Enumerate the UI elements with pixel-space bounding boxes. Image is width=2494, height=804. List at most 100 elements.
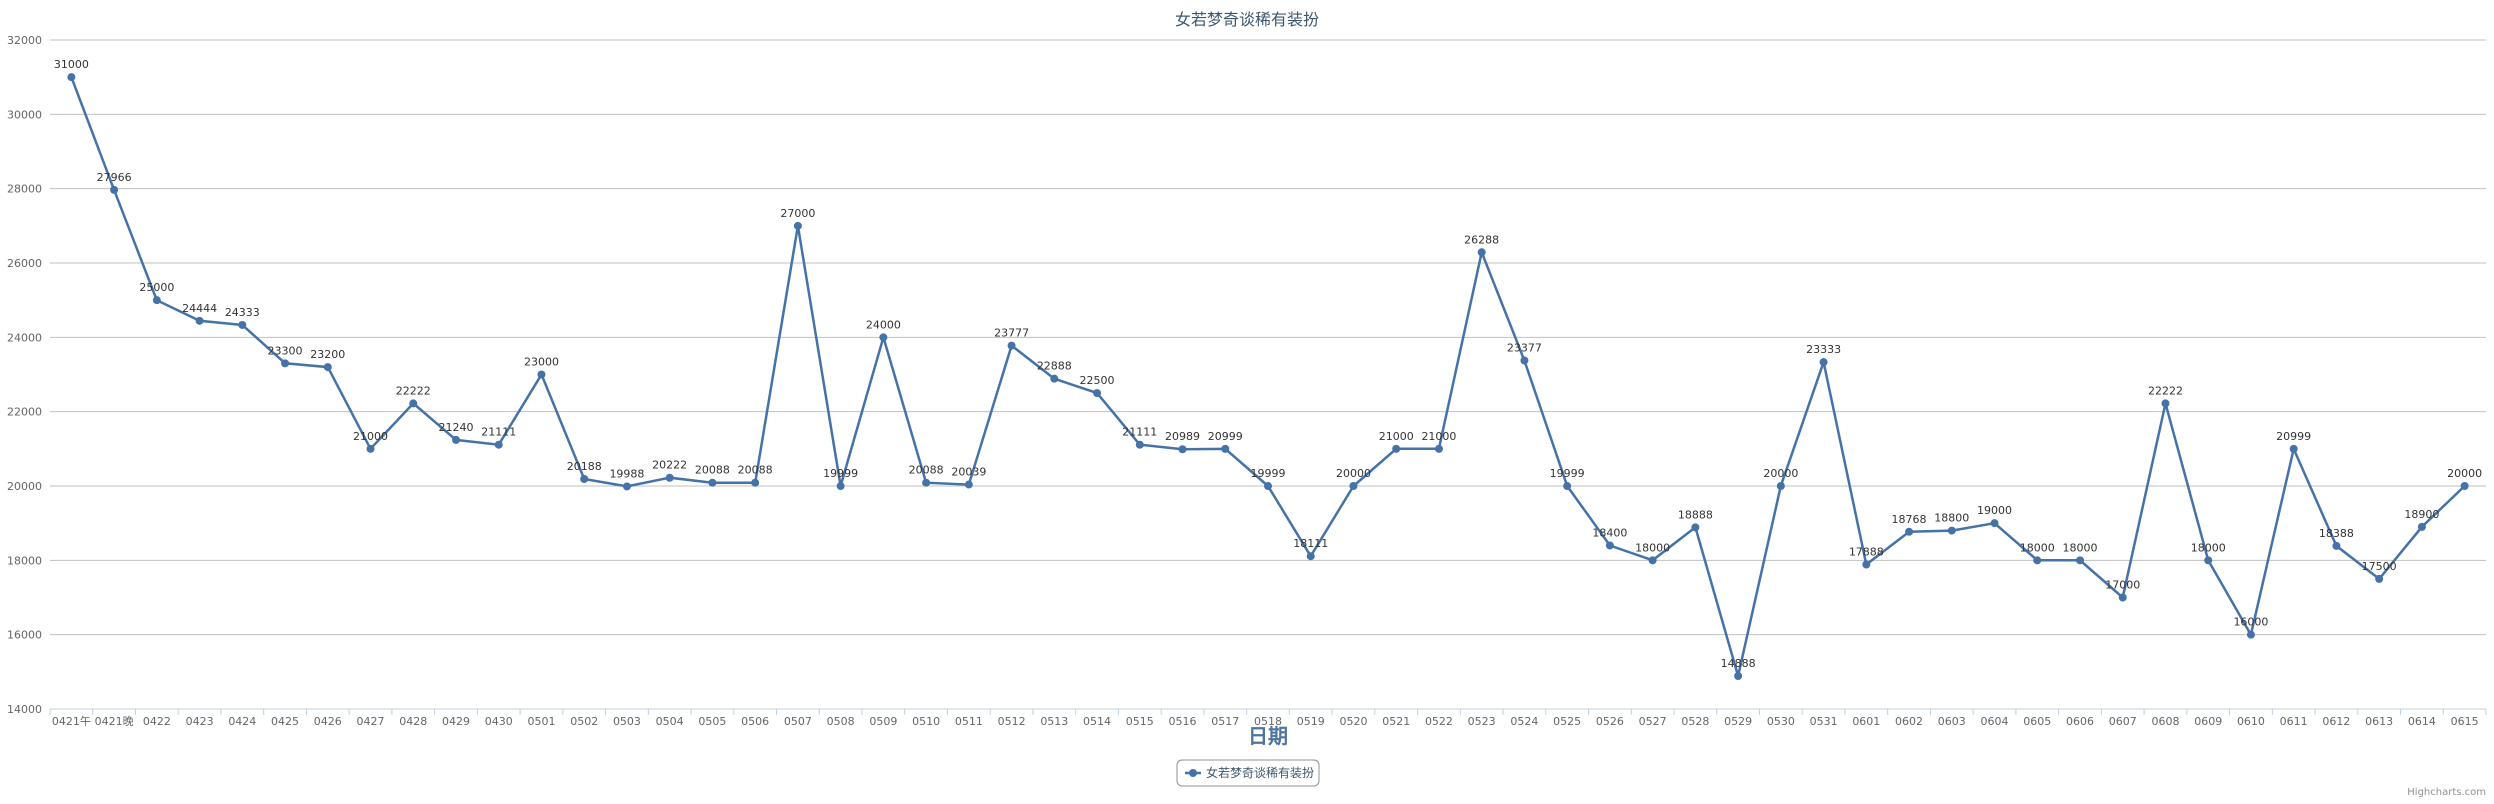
x-tick-label: 0529 bbox=[1724, 715, 1752, 728]
x-tick-label: 0510 bbox=[912, 715, 940, 728]
y-tick-label: 30000 bbox=[7, 108, 42, 121]
data-label: 16000 bbox=[2233, 616, 2268, 629]
data-label: 31000 bbox=[54, 58, 89, 71]
data-point bbox=[1648, 556, 1657, 565]
x-tick-label: 0530 bbox=[1767, 715, 1795, 728]
data-point bbox=[366, 444, 375, 453]
data-point bbox=[2246, 630, 2255, 639]
data-point bbox=[323, 363, 332, 372]
x-tick-label: 0528 bbox=[1681, 715, 1709, 728]
x-axis-ticks bbox=[49, 709, 2487, 715]
x-tick-label: 0509 bbox=[869, 715, 897, 728]
data-point bbox=[2289, 444, 2298, 453]
x-tick-label: 0521 bbox=[1382, 715, 1410, 728]
data-label: 18888 bbox=[1678, 508, 1713, 521]
x-tick-label: 0423 bbox=[186, 715, 214, 728]
data-point bbox=[580, 475, 589, 484]
x-tick-label: 0511 bbox=[955, 715, 983, 728]
chart-title: 女若梦奇谈稀有装扮 bbox=[1175, 10, 1319, 29]
data-point bbox=[622, 482, 631, 491]
x-tick-label: 0425 bbox=[271, 715, 299, 728]
data-label: 20088 bbox=[695, 464, 730, 477]
data-label: 20000 bbox=[1336, 467, 1371, 480]
legend[interactable]: 女若梦奇谈稀有装扮 bbox=[1176, 759, 1320, 787]
x-tick-label: 0516 bbox=[1169, 715, 1197, 728]
data-label: 18000 bbox=[2020, 541, 2055, 554]
x-tick-label: 0601 bbox=[1852, 715, 1880, 728]
data-label: 18000 bbox=[1635, 541, 1670, 554]
x-tick-label: 0613 bbox=[2365, 715, 2393, 728]
x-tick-label: 0615 bbox=[2451, 715, 2479, 728]
data-point bbox=[2161, 399, 2170, 408]
data-point bbox=[1007, 341, 1016, 350]
data-point bbox=[708, 478, 717, 487]
data-label: 17000 bbox=[2105, 579, 2140, 592]
x-tick-label: 0428 bbox=[399, 715, 427, 728]
x-tick-label: 0527 bbox=[1639, 715, 1667, 728]
x-tick-label: 0505 bbox=[698, 715, 726, 728]
data-label: 20088 bbox=[909, 464, 944, 477]
x-tick-label: 0430 bbox=[485, 715, 513, 728]
data-label: 17500 bbox=[2362, 560, 2397, 573]
data-point bbox=[1349, 482, 1358, 490]
x-tick-label: 0519 bbox=[1297, 715, 1325, 728]
data-point bbox=[1520, 356, 1529, 365]
x-axis-title: 日期 bbox=[1248, 724, 1288, 748]
data-label: 18800 bbox=[1934, 512, 1969, 525]
data-point bbox=[537, 370, 546, 379]
data-point bbox=[1306, 552, 1315, 561]
data-label: 18768 bbox=[1892, 513, 1927, 526]
data-point bbox=[964, 480, 973, 489]
data-label: 25000 bbox=[139, 281, 174, 294]
data-point bbox=[793, 221, 802, 230]
x-tick-label: 0504 bbox=[656, 715, 684, 728]
data-label: 18900 bbox=[2404, 508, 2439, 521]
data-label: 24333 bbox=[225, 306, 260, 319]
data-point bbox=[1477, 248, 1486, 257]
x-tick-label: 0512 bbox=[998, 715, 1026, 728]
data-label: 23377 bbox=[1507, 341, 1542, 354]
data-point bbox=[1050, 374, 1059, 383]
x-tick-label: 0506 bbox=[741, 715, 769, 728]
data-point bbox=[1178, 445, 1187, 454]
x-tick-label: 0614 bbox=[2408, 715, 2436, 728]
data-label: 20999 bbox=[1208, 430, 1243, 443]
data-label: 21000 bbox=[1379, 430, 1414, 443]
data-label: 22222 bbox=[2148, 384, 2183, 397]
data-label: 22888 bbox=[1037, 360, 1072, 373]
data-point bbox=[2076, 556, 2084, 565]
data-label: 21240 bbox=[439, 421, 474, 434]
data-point bbox=[2204, 556, 2213, 565]
x-tick-label: 0426 bbox=[314, 715, 342, 728]
data-label: 17888 bbox=[1849, 545, 1884, 558]
x-tick-label: 0523 bbox=[1468, 715, 1496, 728]
data-point bbox=[281, 359, 290, 368]
legend-series-label[interactable]: 女若梦奇谈稀有装扮 bbox=[1206, 765, 1314, 780]
y-tick-label: 16000 bbox=[7, 629, 42, 642]
y-axis-tick-labels: 14000 16000 18000 20000 22000 24000 26000 28000… bbox=[7, 34, 42, 716]
data-point bbox=[879, 333, 888, 342]
data-label: 18388 bbox=[2319, 527, 2354, 540]
x-tick-label: 0429 bbox=[442, 715, 470, 728]
data-label: 27000 bbox=[780, 207, 815, 220]
x-tick-label: 0612 bbox=[2322, 715, 2350, 728]
x-tick-label: 0610 bbox=[2237, 715, 2265, 728]
x-tick-label: 0422 bbox=[143, 715, 171, 728]
x-tick-label: 0602 bbox=[1895, 715, 1923, 728]
y-tick-label: 32000 bbox=[7, 34, 42, 47]
data-label: 18000 bbox=[2191, 541, 2226, 554]
data-label: 20088 bbox=[738, 464, 773, 477]
data-label: 21111 bbox=[481, 426, 516, 439]
data-point bbox=[1776, 482, 1785, 490]
credits-link[interactable]: Highcharts.com bbox=[2407, 787, 2486, 798]
x-tick-label: 0503 bbox=[613, 715, 641, 728]
x-tick-label: 0507 bbox=[784, 715, 812, 728]
data-label: 18111 bbox=[1293, 537, 1328, 550]
data-point bbox=[665, 473, 674, 482]
data-point bbox=[1905, 527, 1914, 536]
data-label: 20989 bbox=[1165, 430, 1200, 443]
y-tick-label: 22000 bbox=[7, 406, 42, 419]
y-tick-label: 26000 bbox=[7, 257, 42, 270]
y-tick-label: 14000 bbox=[7, 703, 42, 716]
data-point bbox=[2460, 482, 2469, 490]
